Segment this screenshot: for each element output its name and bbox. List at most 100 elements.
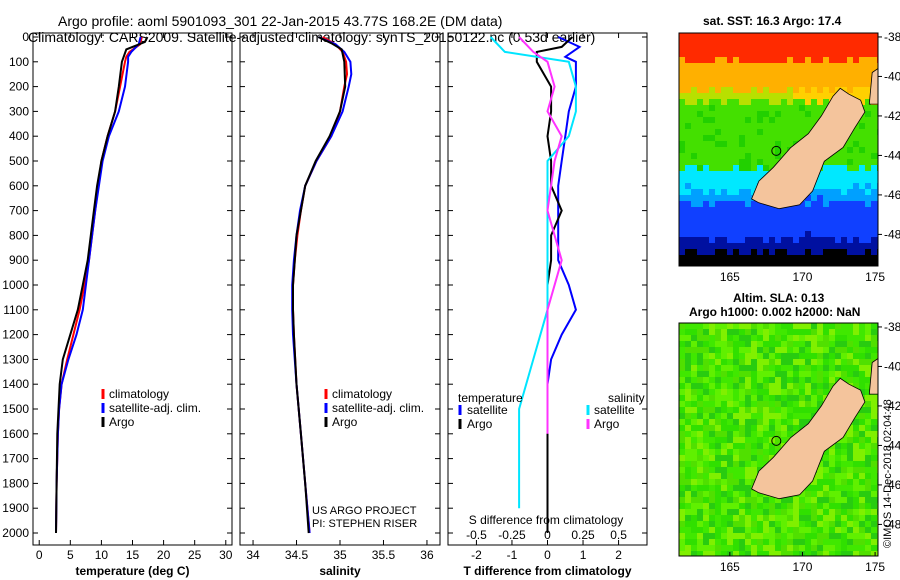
map-cell (721, 323, 727, 329)
map-cell (685, 485, 691, 491)
map-cell (691, 551, 697, 556)
map-cell (799, 39, 805, 45)
map-cell (835, 515, 841, 521)
map-cell (829, 87, 835, 93)
map-cell (859, 237, 865, 243)
map-cell (697, 165, 703, 171)
map-cell (751, 437, 757, 443)
map-cell (721, 153, 727, 159)
map-cell (721, 261, 727, 266)
map-cell (685, 171, 691, 177)
map-cell (745, 33, 751, 39)
map-cell (715, 93, 721, 99)
map-cell (871, 165, 877, 171)
map-cell (787, 365, 793, 371)
map-cell (781, 431, 787, 437)
map-cell (715, 521, 721, 527)
map-cell (787, 515, 793, 521)
map-cell (847, 353, 853, 359)
map-cell (799, 105, 805, 111)
map-cell (835, 335, 841, 341)
map-cell (865, 171, 871, 177)
map-cell (811, 255, 817, 261)
map-cell (871, 431, 877, 437)
map-cell (691, 443, 697, 449)
map-cell (685, 147, 691, 153)
map-cell (865, 449, 871, 455)
map-cell (769, 249, 775, 255)
map-cell (733, 207, 739, 213)
map-cell (733, 33, 739, 39)
map-cell (781, 207, 787, 213)
map-cell (865, 123, 871, 129)
map-cell (847, 425, 853, 431)
map-cell (763, 165, 769, 171)
map-cell (763, 207, 769, 213)
map-cell (721, 81, 727, 87)
map-cell (685, 225, 691, 231)
map-cell (865, 87, 871, 93)
map-cell (847, 443, 853, 449)
map-cell (841, 261, 847, 266)
map-cell (703, 479, 709, 485)
map-cell (787, 141, 793, 147)
y-tick-label: 600 (9, 179, 29, 193)
map-cell (763, 159, 769, 165)
map-cell (793, 341, 799, 347)
map-cell (763, 545, 769, 551)
map-cell (799, 81, 805, 87)
map-cell (823, 533, 829, 539)
map-cell (781, 45, 787, 51)
map-cell (769, 431, 775, 437)
map-cell (817, 365, 823, 371)
map-cell (799, 395, 805, 401)
map-cell (781, 503, 787, 509)
map-cell (685, 249, 691, 255)
map-cell (829, 219, 835, 225)
map-cell (691, 147, 697, 153)
map-cell (823, 521, 829, 527)
map-cell (739, 225, 745, 231)
map-cell (727, 231, 733, 237)
map-cell (817, 533, 823, 539)
map-cell (871, 117, 877, 123)
map-cell (769, 521, 775, 527)
map-cell (697, 359, 703, 365)
map-cell (829, 485, 835, 491)
map-cell (805, 237, 811, 243)
map-cell (709, 485, 715, 491)
profile-panel-1: 0 5 10 15 20 25 300100200300400500600700800900… (2, 30, 232, 578)
map-cell (781, 117, 787, 123)
map-cell (745, 545, 751, 551)
map-cell (835, 365, 841, 371)
x-axis-label: salinity (319, 564, 361, 578)
map-cell (715, 57, 721, 63)
map-y-tick-label: -40 (884, 69, 900, 83)
map-cell (769, 389, 775, 395)
map-cell (829, 365, 835, 371)
map-cell (721, 45, 727, 51)
map-cell (835, 467, 841, 473)
map-cell (841, 243, 847, 249)
map-cell (847, 243, 853, 249)
map-cell (853, 551, 859, 556)
map-cell (769, 135, 775, 141)
map-cell (811, 353, 817, 359)
map-cell (817, 81, 823, 87)
map-cell (679, 467, 685, 473)
map-cell (835, 353, 841, 359)
map-cell (757, 243, 763, 249)
map-cell (697, 225, 703, 231)
map-cell (703, 359, 709, 365)
map-cell (823, 255, 829, 261)
map-cell (787, 237, 793, 243)
map-cell (787, 33, 793, 39)
map-cell (733, 401, 739, 407)
map-cell (859, 437, 865, 443)
map-cell (733, 177, 739, 183)
map-cell (775, 545, 781, 551)
map-cell (841, 81, 847, 87)
map-cell (733, 243, 739, 249)
series-line-climatology (292, 36, 349, 534)
map-cell (769, 545, 775, 551)
